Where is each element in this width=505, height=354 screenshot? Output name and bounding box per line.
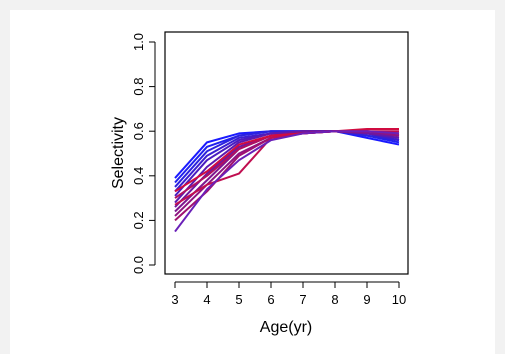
plot-box (164, 31, 409, 275)
chart-panel: 3 4 5 6 7 8 9 10 0.0 0.2 0.4 0.6 0.8 1.0 Age(yr) Sel… (10, 10, 495, 354)
series-line-14 (174, 130, 400, 233)
x-tick-label-4: 4 (203, 292, 210, 307)
series-line-7 (174, 130, 400, 208)
x-tick-label-10: 10 (392, 292, 406, 307)
series-layer (174, 127, 400, 233)
x-axis: 3 4 5 6 7 8 9 10 (171, 281, 406, 307)
x-tick-label-3: 3 (171, 292, 178, 307)
x-tick-label-8: 8 (331, 292, 338, 307)
y-tick-label-0.0: 0.0 (131, 256, 146, 274)
x-tick-label-9: 9 (363, 292, 370, 307)
y-tick-label-0.4: 0.4 (131, 167, 146, 185)
y-axis-title: Selectivity (110, 117, 127, 189)
x-tick-label-6: 6 (267, 292, 274, 307)
y-axis: 0.0 0.2 0.4 0.6 0.8 1.0 (131, 33, 156, 274)
x-tick-label-5: 5 (235, 292, 242, 307)
series-line-3 (174, 130, 400, 188)
y-tick-label-1.0: 1.0 (131, 33, 146, 51)
series-line-13 (174, 127, 399, 193)
selectivity-chart: 3 4 5 6 7 8 9 10 0.0 0.2 0.4 0.6 0.8 1.0 Age(yr) Sel… (110, 31, 409, 336)
series-line-10 (174, 130, 400, 222)
y-tick-label-0.2: 0.2 (131, 211, 146, 229)
x-tick-label-7: 7 (299, 292, 306, 307)
x-axis-title: Age(yr) (260, 319, 312, 336)
y-tick-label-0.6: 0.6 (131, 122, 146, 140)
y-tick-label-0.8: 0.8 (131, 78, 146, 96)
